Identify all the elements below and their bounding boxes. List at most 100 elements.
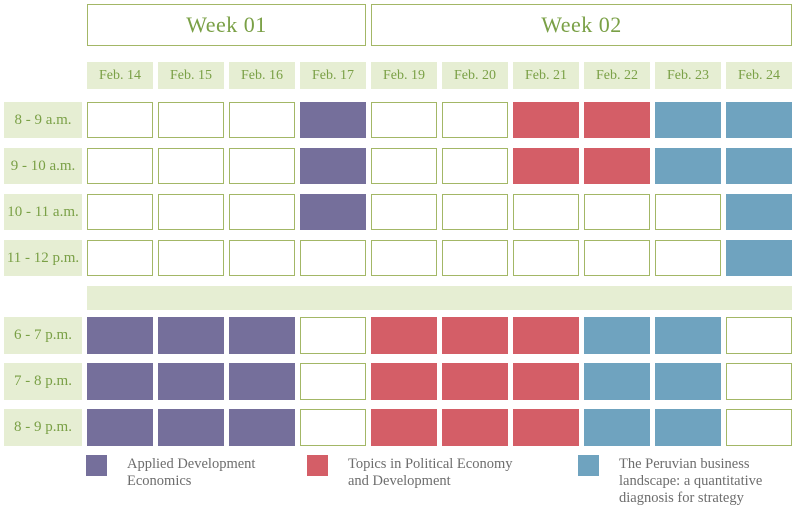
date-header: Feb. 20 [442,62,508,89]
slot-ade [300,148,366,184]
slot-empty [300,240,366,276]
week-02-box: Week 02 [371,4,792,46]
slot-ade [229,363,295,400]
schedule-row: 11 - 12 p.m. [4,240,800,276]
slot-tped [584,102,650,138]
slot-pbl [655,148,721,184]
slot-ade [87,409,153,446]
legend-label: Applied Development Economics [127,456,256,489]
legend-swatch-ade [86,455,107,476]
slot-empty [229,102,295,138]
slot-tped [584,148,650,184]
legend-swatch-pbl [578,455,599,476]
slot-tped [513,317,579,354]
slot-empty [371,240,437,276]
legend-item-pbl: The Peruvian business landscape: a quant… [578,455,791,507]
slot-tped [513,363,579,400]
slot-pbl [726,240,792,276]
time-label: 6 - 7 p.m. [4,317,82,354]
slot-tped [513,409,579,446]
time-label: 10 - 11 a.m. [4,194,82,230]
slot-ade [300,194,366,230]
schedule-row: 9 - 10 a.m. [4,148,800,184]
schedule-row: 6 - 7 p.m. [4,317,800,354]
slot-empty [513,240,579,276]
date-header: Feb. 24 [726,62,792,89]
slot-empty [158,194,224,230]
slot-pbl [726,148,792,184]
slot-empty [442,194,508,230]
slot-empty [229,148,295,184]
slot-pbl [655,409,721,446]
date-header: Feb. 16 [229,62,295,89]
slot-pbl [584,363,650,400]
slot-tped [371,363,437,400]
morning-section: 8 - 9 a.m. 9 - 10 a.m. 10 - 11 a.m. 11 - 12… [4,102,800,276]
slot-ade [158,409,224,446]
slot-pbl [584,409,650,446]
midday-separator-row [4,286,800,310]
slot-empty [655,240,721,276]
slot-empty [371,102,437,138]
slot-ade [87,317,153,354]
slot-tped [442,363,508,400]
slot-empty [229,194,295,230]
legend-item-tped: Topics in Political Economy and Developm… [307,455,533,490]
band-row-spacer [4,286,82,310]
corner-spacer [4,4,82,46]
slot-pbl [655,102,721,138]
date-header: Feb. 17 [300,62,366,89]
slot-tped [442,317,508,354]
slot-tped [513,102,579,138]
slot-pbl [655,317,721,354]
date-header: Feb. 14 [87,62,153,89]
date-header: Feb. 22 [584,62,650,89]
slot-empty [300,409,366,446]
slot-empty [442,148,508,184]
evening-section: 6 - 7 p.m. 7 - 8 p.m. 8 - 9 p.m. [4,317,800,446]
date-header-row: Feb. 14 Feb. 15 Feb. 16 Feb. 17 Feb. 19 Feb. … [4,62,800,89]
slot-empty [229,240,295,276]
legend-label: Topics in Political Economy and Developm… [348,456,513,489]
schedule-row: 10 - 11 a.m. [4,194,800,230]
slot-empty [584,194,650,230]
slot-tped [371,409,437,446]
week-header-row: Week 01 Week 02 [4,4,800,46]
slot-empty [87,102,153,138]
slot-empty [655,194,721,230]
slot-pbl [726,102,792,138]
date-header: Feb. 21 [513,62,579,89]
slot-ade [229,317,295,354]
slot-tped [513,148,579,184]
schedule-row: 8 - 9 a.m. [4,102,800,138]
date-row-spacer [4,62,82,89]
slot-ade [158,317,224,354]
slot-empty [726,363,792,400]
slot-empty [158,102,224,138]
slot-empty [87,148,153,184]
legend: Applied Development Economics Topics in P… [4,455,800,515]
date-header: Feb. 23 [655,62,721,89]
slot-empty [158,148,224,184]
slot-empty [300,363,366,400]
schedule-row: 7 - 8 p.m. [4,363,800,400]
time-label: 8 - 9 p.m. [4,409,82,446]
legend-swatch-tped [307,455,328,476]
slot-empty [584,240,650,276]
week-01-label: Week 01 [186,12,267,37]
slot-empty [371,148,437,184]
slot-empty [442,102,508,138]
midday-separator-band [87,286,792,310]
slot-empty [87,194,153,230]
slot-empty [158,240,224,276]
time-label: 8 - 9 a.m. [4,102,82,138]
date-header: Feb. 19 [371,62,437,89]
legend-label: The Peruvian business landscape: a quant… [619,456,763,506]
slot-tped [371,317,437,354]
slot-empty [726,317,792,354]
slot-ade [229,409,295,446]
slot-empty [371,194,437,230]
slot-ade [300,102,366,138]
slot-pbl [584,317,650,354]
